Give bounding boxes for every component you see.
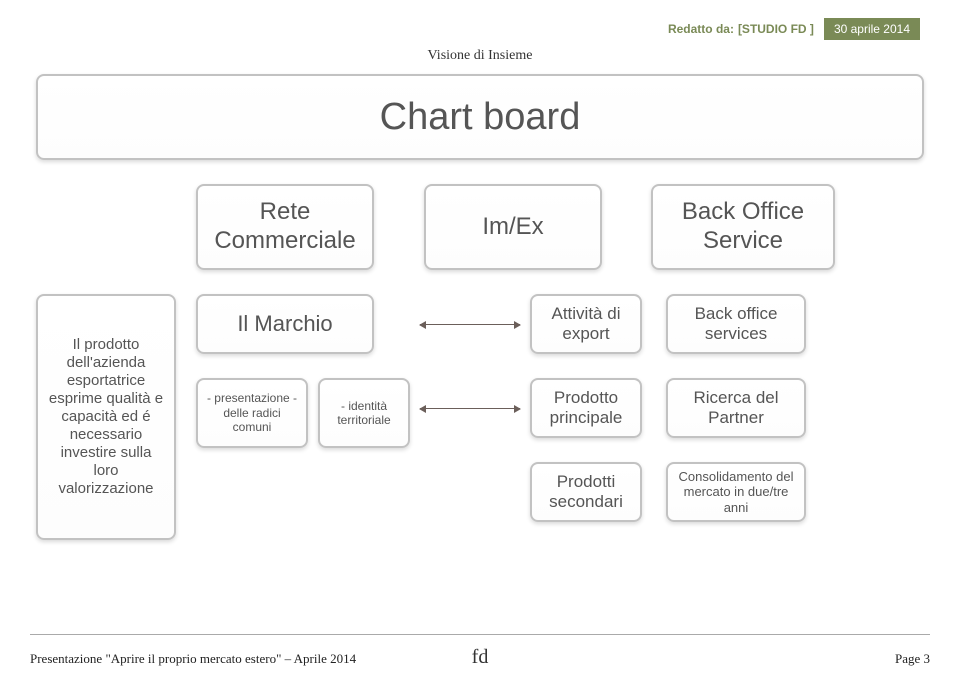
label-prodotto: Il prodotto dell'azienda esportatrice es… (46, 336, 166, 498)
label-consolidamento: Consolidamento del mercato in due/tre an… (676, 469, 796, 516)
label-prodotto-principale: Prodotto principale (540, 388, 632, 429)
header-bar: Redatto da: [STUDIO FD ] 30 aprile 2014 (0, 18, 960, 40)
label-bo-services: Back office services (676, 304, 796, 345)
redatto-label: Redatto da: (668, 22, 734, 36)
arrow-marchio-attivita (420, 324, 520, 325)
label-imex: Im/Ex (482, 213, 543, 242)
box-ricerca: Ricerca del Partner (666, 378, 806, 438)
box-bo-services: Back office services (666, 294, 806, 354)
chart-title-box: Chart board (36, 74, 924, 160)
box-imex: Im/Ex (424, 184, 602, 270)
chart-title: Chart board (380, 96, 581, 139)
footer-logo: fd (472, 646, 489, 669)
date-badge: 30 aprile 2014 (824, 18, 920, 40)
footer-right: Page 3 (895, 651, 930, 667)
box-prodotto-principale: Prodotto principale (530, 378, 642, 438)
arrow-identita-prodotto (420, 408, 520, 409)
box-prodotti-secondari: Prodotti secondari (530, 462, 642, 522)
footer: Presentazione "Aprire il proprio mercato… (30, 651, 930, 667)
row-top: Rete Commerciale Im/Ex Back Office Servi… (0, 184, 960, 272)
box-identita: - identità territoriale (318, 378, 410, 448)
label-identita: - identità territoriale (328, 399, 400, 428)
row-mid: Il prodotto dell'azienda esportatrice es… (0, 294, 960, 542)
label-back-office: Back Office Service (661, 198, 825, 256)
page-subtitle: Visione di Insieme (0, 48, 960, 64)
box-back-office: Back Office Service (651, 184, 835, 270)
label-presentazione: - presentazione - delle radici comuni (206, 391, 298, 434)
box-presentazione: - presentazione - delle radici comuni (196, 378, 308, 448)
label-ricerca: Ricerca del Partner (676, 388, 796, 429)
box-marchio: Il Marchio (196, 294, 374, 354)
label-attivita: Attività di export (540, 304, 632, 345)
label-prodotti-secondari: Prodotti secondari (540, 472, 632, 513)
box-rete: Rete Commerciale (196, 184, 374, 270)
label-marchio: Il Marchio (237, 311, 332, 337)
studio-name: [STUDIO FD ] (738, 22, 814, 36)
label-rete: Rete Commerciale (206, 198, 364, 256)
footer-left: Presentazione "Aprire il proprio mercato… (30, 651, 356, 667)
box-prodotto: Il prodotto dell'azienda esportatrice es… (36, 294, 176, 540)
box-consolidamento: Consolidamento del mercato in due/tre an… (666, 462, 806, 522)
footer-divider (30, 634, 930, 635)
box-attivita: Attività di export (530, 294, 642, 354)
